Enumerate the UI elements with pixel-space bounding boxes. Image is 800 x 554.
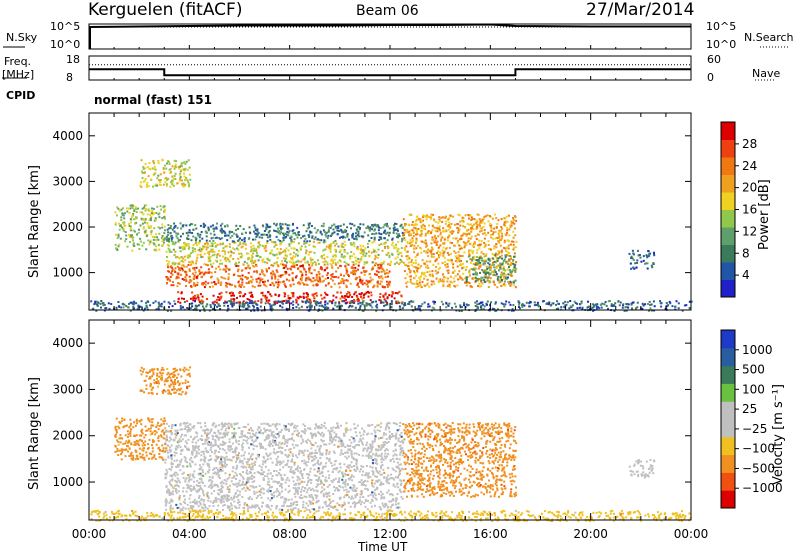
power-colorbar-tick-label: 28 — [742, 137, 757, 151]
cpid-label: CPID — [6, 89, 36, 102]
power-scatter — [90, 158, 693, 312]
nsearch-tick-bottom: 10^0 — [706, 38, 737, 51]
velocity-colorbar-swatch — [721, 401, 735, 420]
beam-title: Beam 06 — [356, 3, 419, 19]
power-colorbar-tick-label: 16 — [742, 203, 757, 217]
power-colorbar-swatch — [721, 244, 735, 263]
power-colorbar-tick-label: 12 — [742, 224, 757, 238]
mhz-label: [MHz] — [2, 68, 35, 81]
velocity-ytick-label: 1000 — [52, 475, 83, 489]
power-colorbar-tick-label: 4 — [742, 268, 750, 282]
velocity-colorbar-tick-label: 25 — [742, 402, 757, 416]
velocity-colorbar-tick-label: −25 — [742, 422, 767, 436]
velocity-colorbar-swatch — [721, 383, 735, 402]
velocity-panel-frame — [88, 319, 692, 521]
velocity-colorbar-swatch — [721, 365, 735, 384]
freq-series-line — [89, 68, 691, 77]
velocity-ytick-label: 4000 — [52, 336, 83, 350]
x-tick-label: 12:00 — [373, 527, 408, 541]
velocity-colorbar-tick-label: −100 — [742, 442, 775, 456]
power-colorbar-tick-label: 24 — [742, 159, 757, 173]
power-colorbar-tick-label: 8 — [742, 246, 750, 260]
nave-tick-top: 60 — [707, 53, 721, 66]
velocity-colorbar-swatch — [721, 472, 735, 491]
date-title: 27/Mar/2014 — [586, 0, 695, 20]
freq-tick-top: 18 — [66, 53, 80, 66]
x-tick-label: 00:00 — [72, 527, 107, 541]
x-tick-label: 00:00 — [674, 527, 709, 541]
x-tick-label: 08:00 — [272, 527, 307, 541]
velocity-ytick-label: 3000 — [52, 382, 83, 396]
velocity-colorbar-tick-label: −1000 — [742, 481, 783, 495]
power-colorbar-swatch — [721, 157, 735, 175]
x-tick-label: 20:00 — [573, 527, 608, 541]
velocity-colorbar-frame — [720, 329, 736, 509]
velocity-colorbar-swatch — [721, 330, 735, 349]
power-colorbar-swatch — [721, 139, 735, 158]
power-colorbar-swatch — [721, 192, 735, 210]
velocity-colorbar-tick-label: 500 — [742, 363, 765, 377]
nsky-tick-top: 10^5 — [50, 20, 81, 33]
power-colorbar-swatch — [721, 227, 735, 245]
velocity-scatter — [90, 366, 692, 522]
nsearch-tick-top: 10^5 — [706, 20, 737, 33]
cpid-value: normal (fast) 151 — [94, 93, 212, 107]
nave-label: Nave — [752, 67, 781, 80]
freq-tick-bottom: 8 — [66, 71, 73, 84]
velocity-colorbar-swatch — [721, 347, 735, 367]
nsky-tick-bottom: 10^0 — [50, 38, 81, 51]
velocity-colorbar-tick-label: 100 — [742, 382, 765, 396]
velocity-colorbar-swatch — [721, 419, 735, 438]
velocity-ytick-label: 2000 — [52, 429, 83, 443]
velocity-colorbar-swatch — [721, 454, 735, 473]
nave-tick-bottom: 0 — [707, 71, 714, 84]
nsky-series-line — [88, 23, 691, 28]
power-colorbar-swatch — [721, 279, 735, 298]
power-ytick-label: 2000 — [52, 220, 83, 234]
x-tick-label: 04:00 — [172, 527, 207, 541]
power-panel-frame — [88, 112, 692, 311]
power-colorbar-swatch — [721, 174, 735, 193]
station-title: Kerguelen (fitACF) — [88, 0, 243, 20]
velocity-colorbar-tick-label: 1000 — [742, 343, 773, 357]
power-ytick-label: 3000 — [52, 174, 83, 188]
velocity-colorbar-tick-label: −500 — [742, 461, 775, 475]
nsearch-label: N.Search — [744, 31, 794, 44]
power-colorbar-swatch — [721, 122, 735, 140]
power-ytick-label: 1000 — [52, 266, 83, 280]
power-colorbar-swatch — [721, 209, 735, 228]
x-axis-label: Time UT — [358, 540, 408, 554]
power-colorbar-tick-label: 20 — [742, 181, 757, 195]
x-tick-label: 16:00 — [473, 527, 508, 541]
freq-label: Freq. — [4, 55, 32, 68]
velocity-colorbar-swatch — [721, 436, 735, 456]
nsky-label: N.Sky — [6, 31, 38, 44]
power-colorbar-swatch — [721, 262, 735, 280]
power-ytick-label: 4000 — [52, 129, 83, 143]
velocity-colorbar-swatch — [721, 490, 735, 509]
